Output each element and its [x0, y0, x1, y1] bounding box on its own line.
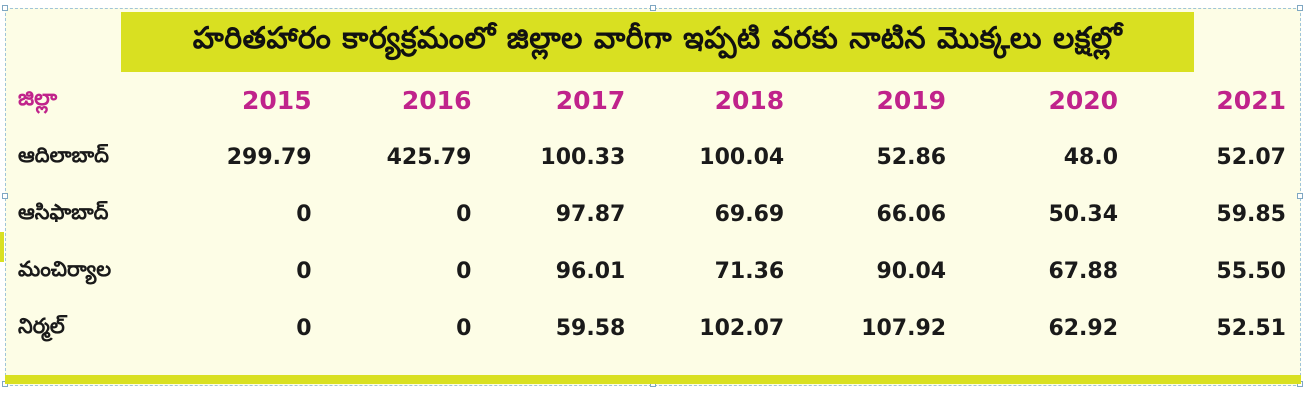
- table-cell: 52.51: [1216, 316, 1286, 341]
- table-cell: 59.85: [1216, 202, 1286, 227]
- column-header-2018: 2018: [714, 86, 785, 115]
- title-band: హరితహారం కార్యక్రమంలో జిల్లాల వారీగా ఇప్…: [121, 12, 1194, 72]
- column-header-2016: 2016: [401, 86, 472, 115]
- table-cell: 0: [296, 202, 312, 227]
- table-cell: 425.79: [386, 145, 472, 170]
- table-cell: 100.04: [699, 145, 785, 170]
- table-cell: 100.33: [540, 145, 626, 170]
- table-cell: 52.07: [1216, 145, 1286, 170]
- resize-handle-top-left[interactable]: [2, 5, 8, 11]
- table-cell: 0: [296, 259, 312, 284]
- table-cell: 102.07: [699, 316, 785, 341]
- table-cell: 97.87: [555, 202, 626, 227]
- table-cell: 69.69: [714, 202, 785, 227]
- table-cell: 66.06: [876, 202, 947, 227]
- table-cell: 48.0: [1063, 145, 1119, 170]
- table-cell: 59.58: [555, 316, 626, 341]
- table-cell: 0: [456, 316, 472, 341]
- table-row: ఆసిఫాబాద్ 0 0 97.87 69.69 66.06 50.34 59…: [18, 186, 1286, 243]
- chart-title: హరితహారం కార్యక్రమంలో జిల్లాల వారీగా ఇప్…: [192, 21, 1123, 56]
- table-cell: 0: [296, 316, 312, 341]
- column-header-2021: 2021: [1216, 86, 1286, 115]
- column-header-2020: 2020: [1048, 86, 1119, 115]
- row-label: ఆసిఫాబాద్: [18, 199, 109, 224]
- table-row: నిర్మల్ 0 0 59.58 102.07 107.92 62.92 52…: [18, 300, 1286, 357]
- table-row: ఆదిలాబాద్ 299.79 425.79 100.33 100.04 52…: [18, 129, 1286, 186]
- table-cell: 67.88: [1048, 259, 1119, 284]
- header-row: జిల్లా 2015 2016 2017 2018 2019 2020 202…: [18, 72, 1286, 129]
- table-cell: 52.86: [876, 145, 947, 170]
- row-label: నిర్మల్: [18, 313, 65, 338]
- table-cell: 55.50: [1216, 259, 1286, 284]
- table-cell: 96.01: [555, 259, 626, 284]
- table-cell: 50.34: [1048, 202, 1119, 227]
- table-row: మంచిర్యాల 0 0 96.01 71.36 90.04 67.88 55…: [18, 243, 1286, 300]
- table-cell: 0: [456, 202, 472, 227]
- resize-handle-middle-left[interactable]: [2, 193, 8, 199]
- table-cell: 90.04: [876, 259, 947, 284]
- table-cell: 0: [456, 259, 472, 284]
- table-cell: 107.92: [861, 316, 947, 341]
- table-cell: 299.79: [226, 145, 312, 170]
- column-header-2019: 2019: [876, 86, 947, 115]
- table-cell: 62.92: [1048, 316, 1119, 341]
- side-accent-bar: [0, 232, 4, 262]
- row-label: ఆదిలాబాద్: [18, 142, 109, 167]
- resize-handle-middle-right[interactable]: [1297, 193, 1303, 199]
- data-table: జిల్లా 2015 2016 2017 2018 2019 2020 202…: [18, 72, 1286, 357]
- resize-handle-top-right[interactable]: [1297, 5, 1303, 11]
- table-cell: 71.36: [714, 259, 785, 284]
- column-header-district: జిల్లా: [18, 85, 58, 111]
- column-header-2017: 2017: [555, 86, 626, 115]
- bottom-accent-bar: [5, 375, 1301, 384]
- column-header-2015: 2015: [242, 86, 312, 115]
- row-label: మంచిర్యాల: [18, 256, 112, 281]
- resize-handle-top-middle[interactable]: [650, 5, 656, 11]
